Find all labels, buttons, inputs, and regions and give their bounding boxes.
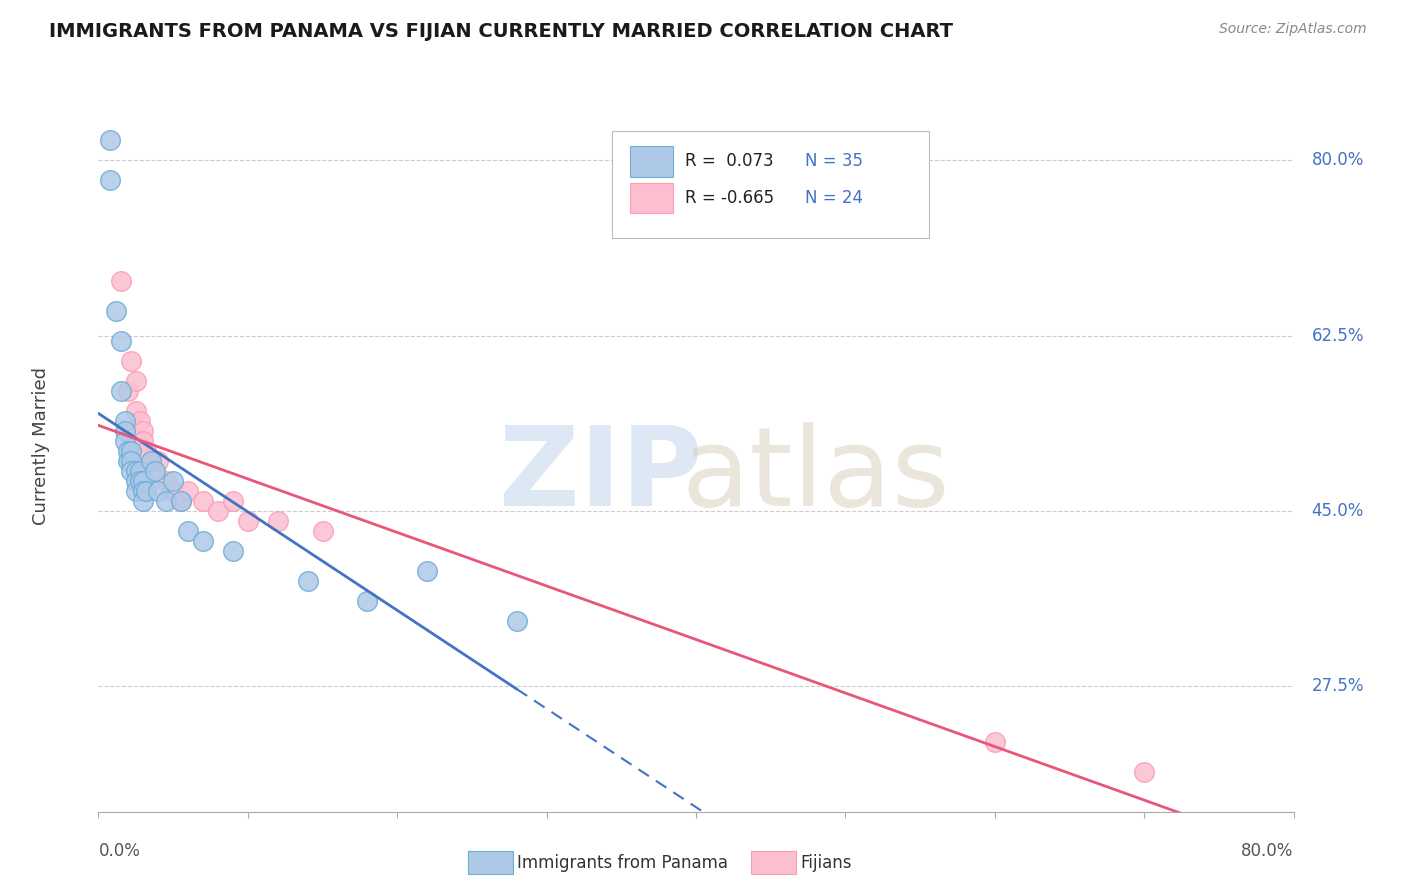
Text: Immigrants from Panama: Immigrants from Panama (517, 854, 728, 871)
Point (125, 474, 148, 488)
Point (132, 434, 155, 448)
Point (169, 494, 191, 508)
Text: Fijians: Fijians (800, 854, 852, 871)
Point (114, 434, 136, 448)
Text: 45.0%: 45.0% (1312, 502, 1364, 520)
Point (105, 303, 128, 318)
Point (114, 414, 136, 428)
Point (506, 615, 529, 629)
Point (110, 384, 132, 398)
Point (311, 524, 333, 538)
Point (120, 454, 142, 468)
Text: 62.5%: 62.5% (1312, 326, 1364, 345)
Point (98, 133, 122, 147)
Point (148, 484, 170, 499)
Point (222, 544, 245, 558)
Point (132, 474, 155, 488)
Point (191, 494, 214, 508)
Text: Currently Married: Currently Married (32, 367, 51, 525)
Point (162, 474, 184, 488)
Text: ZIP: ZIP (499, 422, 702, 529)
Point (98, 173, 122, 187)
Point (236, 514, 259, 528)
Point (117, 444, 139, 458)
Point (207, 504, 229, 518)
Point (267, 514, 290, 528)
Text: R = -0.665: R = -0.665 (685, 189, 775, 207)
Text: 27.5%: 27.5% (1312, 677, 1364, 696)
Point (148, 454, 170, 468)
Point (143, 464, 166, 478)
Point (155, 494, 177, 508)
Text: N = 24: N = 24 (804, 189, 863, 207)
FancyBboxPatch shape (630, 146, 673, 177)
Point (132, 424, 155, 438)
Text: 0.0%: 0.0% (98, 842, 141, 860)
Point (114, 424, 136, 438)
Point (139, 454, 162, 468)
Point (139, 454, 162, 468)
FancyBboxPatch shape (613, 131, 929, 237)
Point (135, 444, 157, 458)
Point (110, 274, 132, 288)
Point (129, 464, 152, 478)
Point (984, 734, 1007, 748)
Point (120, 354, 142, 368)
Point (162, 484, 184, 499)
Text: IMMIGRANTS FROM PANAMA VS FIJIAN CURRENTLY MARRIED CORRELATION CHART: IMMIGRANTS FROM PANAMA VS FIJIAN CURRENT… (49, 22, 953, 41)
Point (191, 534, 214, 549)
Point (155, 474, 177, 488)
Point (117, 454, 139, 468)
Text: Source: ZipAtlas.com: Source: ZipAtlas.com (1219, 22, 1367, 37)
Point (129, 474, 152, 488)
Point (129, 414, 152, 428)
Point (132, 484, 155, 499)
Point (125, 404, 148, 418)
Point (1133, 764, 1156, 779)
Text: R =  0.073: R = 0.073 (685, 153, 773, 170)
Point (120, 444, 142, 458)
Text: 80.0%: 80.0% (1312, 152, 1364, 169)
Point (416, 564, 439, 578)
Text: atlas: atlas (682, 422, 949, 529)
Point (125, 484, 148, 499)
Point (132, 494, 155, 508)
Point (297, 574, 319, 589)
Point (177, 484, 200, 499)
Text: 80.0%: 80.0% (1241, 842, 1294, 860)
Point (120, 464, 142, 478)
Point (222, 494, 245, 508)
Point (117, 384, 139, 398)
Point (169, 494, 191, 508)
Point (177, 524, 200, 538)
Point (135, 484, 157, 499)
Point (110, 334, 132, 348)
Point (125, 374, 148, 388)
Point (125, 464, 148, 478)
FancyBboxPatch shape (630, 183, 673, 213)
Point (356, 594, 378, 608)
Point (143, 464, 166, 478)
Text: N = 35: N = 35 (804, 153, 863, 170)
